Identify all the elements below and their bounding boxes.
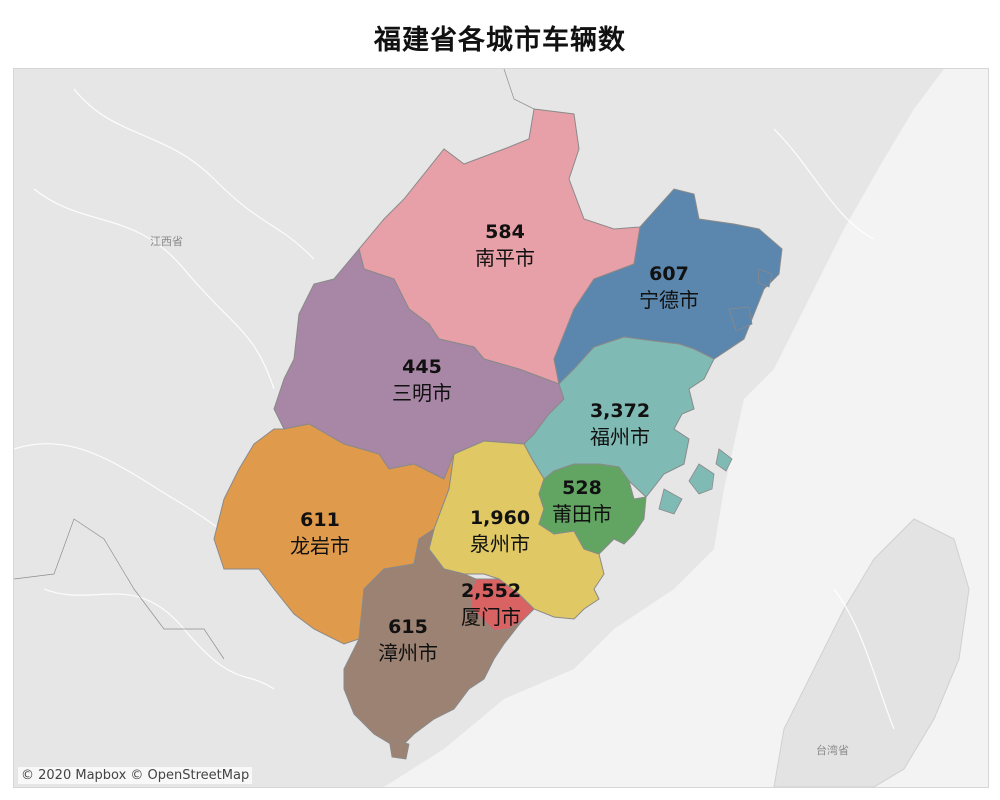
city-value: 3,372	[590, 400, 650, 422]
city-value: 2,552	[461, 580, 521, 602]
city-label-putian: 528 莆田市	[552, 477, 612, 526]
city-value: 1,960	[470, 507, 530, 529]
zhangzhou-island	[388, 738, 410, 760]
region-zhangzhou[interactable]	[343, 527, 523, 750]
ningde-islands	[728, 268, 773, 332]
region-putian[interactable]	[538, 463, 647, 555]
city-name: 漳州市	[378, 641, 438, 665]
map-title: 福建省各城市车辆数	[374, 25, 626, 56]
city-name: 福州市	[590, 425, 650, 449]
city-value: 528	[562, 477, 602, 499]
city-name: 泉州市	[470, 532, 530, 556]
city-label-sanming: 445 三明市	[392, 356, 452, 405]
city-name: 厦门市	[461, 605, 521, 629]
city-name: 宁德市	[639, 288, 699, 312]
province-label-jiangxi: 江西省	[150, 235, 183, 248]
city-label-longyan: 611 龙岩市	[290, 509, 350, 558]
city-name: 南平市	[475, 246, 535, 270]
province-label-taiwan: 台湾省	[816, 743, 849, 757]
city-name: 莆田市	[552, 502, 612, 526]
map-attribution[interactable]: © 2020 Mapbox © OpenStreetMap	[18, 767, 253, 784]
city-value: 584	[485, 221, 525, 243]
map-view[interactable]: 江西省 台湾省 584 南平市 607 宁德市 445 三明市 3,372 福州…	[13, 68, 989, 788]
city-label-xiamen: 2,552 厦门市	[461, 580, 521, 629]
city-name: 龙岩市	[290, 534, 350, 558]
neighbor-border-lines	[14, 69, 535, 660]
region-fuzhou[interactable]	[523, 336, 715, 498]
city-name: 三明市	[392, 381, 452, 405]
city-value: 445	[402, 356, 442, 378]
city-label-zhangzhou: 615 漳州市	[378, 616, 438, 665]
city-label-nanping: 584 南平市	[475, 221, 535, 270]
city-value: 611	[300, 509, 340, 531]
taiwan-island	[773, 518, 970, 787]
city-value: 607	[649, 263, 689, 285]
coastal-islands	[658, 448, 733, 515]
city-label-ningde: 607 宁德市	[639, 263, 699, 312]
sea-area	[384, 69, 988, 787]
city-value: 615	[388, 616, 428, 638]
city-label-quanzhou: 1,960 泉州市	[470, 507, 530, 556]
city-label-fuzhou: 3,372 福州市	[590, 400, 650, 449]
fujian-choropleth-map[interactable]: 江西省 台湾省 584 南平市 607 宁德市 445 三明市 3,372 福州…	[14, 69, 988, 787]
